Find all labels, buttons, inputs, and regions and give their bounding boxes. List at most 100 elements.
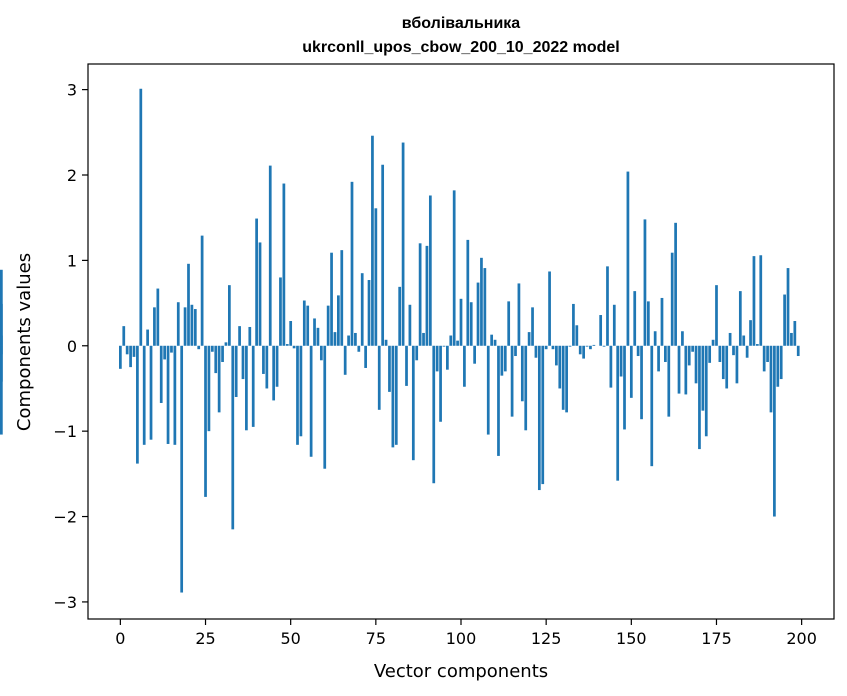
x-tick-label: 0 [115, 629, 125, 648]
y-axis: −3 −2 −1 0 1 2 3 [53, 81, 88, 612]
bar-185 [749, 320, 752, 346]
bar-38 [248, 326, 252, 346]
bar-17 [176, 302, 180, 346]
bar-119 [524, 345, 528, 431]
y-axis-label: Components values [14, 253, 35, 431]
bar-182 [738, 291, 742, 346]
bar-193 [776, 345, 780, 387]
bar-181 [735, 345, 739, 384]
bar-168 [691, 345, 694, 352]
bar-61 [326, 305, 330, 346]
bar-127 [551, 345, 555, 350]
bar-116 [514, 345, 517, 357]
bar-48 [282, 183, 286, 346]
bar-145 [612, 304, 616, 346]
bar-121 [531, 307, 534, 346]
bar-95 [442, 345, 446, 347]
x-tick-label: 200 [786, 629, 817, 648]
bar-75 [374, 208, 378, 346]
bar-10 [153, 307, 156, 346]
bar-93 [435, 345, 439, 372]
bar-117 [517, 283, 521, 346]
bar-102 [466, 239, 470, 346]
bar-73 [367, 280, 371, 346]
bar-123 [537, 345, 541, 491]
bar-126 [548, 271, 551, 346]
bar-192 [773, 345, 776, 517]
bar-20 [187, 263, 190, 346]
bar-11 [156, 288, 160, 346]
bar-155 [646, 301, 650, 346]
bar-138 [589, 345, 592, 350]
bar-71 [360, 273, 364, 346]
bar-174 [711, 339, 715, 346]
bar-199 [796, 345, 800, 357]
bar-2 [125, 345, 129, 355]
bar-160 [664, 345, 667, 362]
bar-133 [572, 303, 575, 346]
bar-50 [289, 321, 293, 346]
bar-91 [428, 195, 432, 346]
bar-175 [715, 285, 718, 346]
bar-72 [364, 345, 367, 368]
bar-97 [449, 335, 453, 346]
bar-161 [667, 345, 671, 417]
bar-undefined [0, 303, 3, 346]
bar-86 [411, 345, 415, 461]
bar-0 [119, 345, 122, 369]
bar-8 [146, 329, 149, 346]
x-axis: 0 25 50 75 100 125 150 175 200 [115, 619, 817, 648]
bar-171 [701, 345, 705, 411]
bar-156 [650, 345, 654, 467]
bar-112 [500, 345, 504, 376]
bar-114 [507, 301, 511, 346]
bar-184 [745, 345, 749, 358]
x-axis-label: Vector components [374, 661, 548, 682]
bar-120 [527, 332, 531, 346]
bar-7 [142, 345, 146, 445]
bar-178 [725, 345, 729, 389]
bar-177 [721, 345, 725, 380]
bar-166 [684, 345, 688, 395]
chart-title: вболівальника [402, 15, 521, 32]
bar-54 [302, 300, 306, 346]
bar-62 [330, 252, 333, 346]
bar-12 [159, 345, 163, 403]
bar-122 [534, 345, 538, 358]
bar-35 [238, 326, 241, 346]
bar-41 [258, 242, 262, 346]
bar-136 [582, 345, 585, 359]
bar-14 [166, 345, 170, 444]
bar-76 [377, 345, 381, 410]
bar-113 [503, 345, 507, 372]
bar-undefined [0, 345, 3, 355]
bar-128 [555, 345, 558, 366]
bar-92 [432, 345, 436, 484]
bar-32 [228, 285, 231, 346]
bar-154 [643, 219, 647, 346]
bar-1 [122, 326, 126, 346]
bar-105 [476, 282, 480, 346]
bar-158 [657, 345, 660, 372]
bar-16 [173, 345, 177, 445]
bar-150 [629, 345, 633, 398]
bar-180 [732, 345, 735, 356]
bar-21 [190, 304, 194, 346]
bar-85 [408, 304, 412, 346]
bar-94 [439, 345, 442, 422]
bar-51 [292, 345, 296, 349]
bar-13 [163, 345, 167, 360]
bar-88 [418, 243, 422, 346]
bar-82 [398, 286, 402, 346]
bar-39 [251, 345, 255, 427]
bar-163 [674, 222, 677, 346]
bar-141 [599, 315, 603, 346]
bar-159 [660, 297, 664, 346]
bar-30 [221, 345, 224, 362]
bar-124 [541, 345, 545, 485]
bar-100 [459, 298, 463, 346]
bar-52 [296, 345, 299, 445]
bar-5 [136, 345, 139, 464]
bar-24 [200, 235, 204, 346]
bar-49 [285, 344, 289, 346]
